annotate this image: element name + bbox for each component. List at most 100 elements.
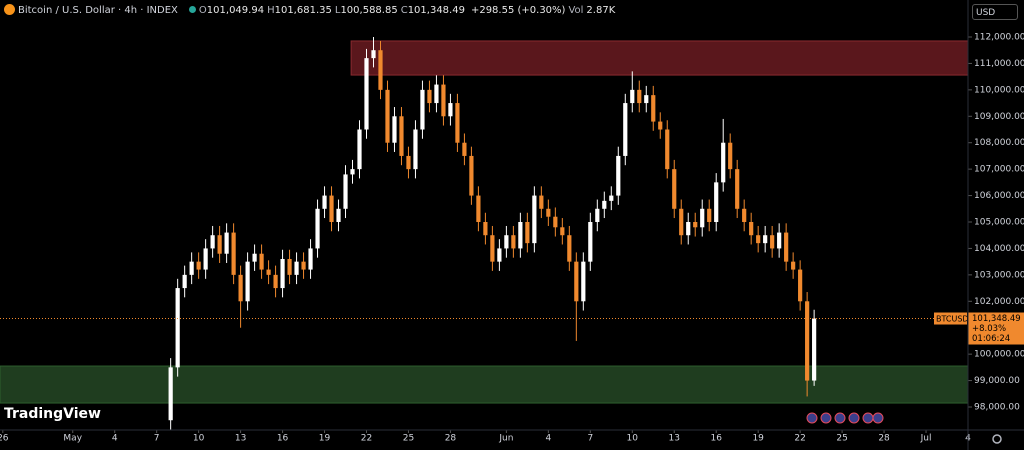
y-tick-label: 104,000.00: [974, 244, 1024, 254]
candle-body: [245, 261, 250, 302]
candle-body: [189, 261, 194, 275]
candle-body: [714, 182, 719, 223]
x-tick-label: 10: [627, 434, 639, 444]
candle-body: [266, 269, 271, 275]
candle-body: [518, 222, 523, 249]
change-label: +8.03%: [972, 324, 1006, 334]
candle-body: [399, 116, 404, 156]
candle-body: [301, 261, 306, 270]
candle-body: [784, 232, 789, 262]
symbol-tag-bg: [934, 312, 967, 325]
y-tick-label: 106,000.00: [974, 191, 1024, 201]
candle-body: [658, 121, 663, 130]
candle-body: [476, 195, 481, 223]
candle-body: [343, 174, 348, 209]
plot-layer: 98,000.0099,000.00100,000.00101,000.0010…: [0, 33, 1024, 444]
x-tick-label: 16: [710, 434, 722, 444]
x-tick-label: Jul: [920, 434, 932, 444]
candle-body: [602, 200, 607, 209]
candle-body: [483, 222, 488, 236]
x-tick-label: 28: [878, 434, 890, 444]
candle-body: [532, 195, 537, 244]
candle-body: [553, 216, 558, 228]
candle-body: [742, 208, 747, 223]
event-icons: [806, 412, 884, 424]
candle-body: [763, 235, 768, 244]
x-tick-label: 16: [277, 434, 289, 444]
ohlc-value: 101,681.35: [274, 5, 332, 16]
price-label-bg: [968, 312, 1024, 345]
event-icon: [848, 412, 860, 424]
candle-body: [721, 142, 726, 183]
ohlc-key: C: [400, 5, 408, 16]
symbol-name: Bitcoin / U.S. Dollar · 4h · INDEX: [18, 5, 178, 16]
symbol-icon: [4, 4, 15, 15]
candle-body: [168, 367, 173, 421]
candle-body: [749, 222, 754, 236]
candle-body: [217, 235, 222, 254]
candle-body: [308, 248, 313, 270]
ohlc-value: 101,049.94: [206, 5, 265, 16]
x-tick-label: 13: [669, 434, 680, 444]
candle-body: [175, 288, 180, 368]
candle-body: [574, 261, 579, 302]
candle-body: [490, 235, 495, 262]
candle-body: [805, 301, 810, 381]
candle-body: [434, 84, 439, 104]
x-tick-label: 13: [235, 434, 246, 444]
candle-body: [385, 89, 390, 143]
candle-body: [693, 222, 698, 228]
y-tick-label: 109,000.00: [974, 112, 1024, 122]
candle-body: [406, 155, 411, 170]
candle-body: [364, 58, 369, 130]
candle-body: [224, 232, 229, 254]
x-tick-label: 19: [752, 434, 764, 444]
settings-icon[interactable]: [992, 434, 1002, 444]
brand-logo: TradingView: [4, 406, 101, 422]
zone: [0, 365, 969, 404]
candle-body: [616, 155, 621, 196]
x-tick-label: 22: [361, 434, 372, 444]
x-tick-label: 7: [154, 434, 160, 444]
candle-body: [294, 261, 299, 275]
countdown: 01:06:24: [972, 334, 1010, 344]
x-tick-label: 22: [794, 434, 805, 444]
candle-body: [357, 129, 362, 170]
candle-body: [420, 89, 425, 130]
ohlc-values: O101,049.94 H101,681.35 L100,588.85 C101,34…: [199, 5, 468, 16]
candle-body: [378, 50, 383, 90]
candle-body: [448, 103, 453, 117]
zone: [350, 40, 969, 76]
x-tick-label: 10: [193, 434, 205, 444]
currency-button[interactable]: USD: [972, 4, 1018, 20]
candle-body: [210, 235, 215, 249]
y-tick-label: 105,000.00: [974, 218, 1024, 228]
candle-body: [525, 222, 530, 244]
candle-body: [686, 222, 691, 236]
x-tick-label: 19: [319, 434, 331, 444]
symbol-tag: BTCUSD: [936, 315, 969, 324]
price-label: 101,348.49: [972, 314, 1021, 324]
candle-body: [504, 235, 509, 249]
y-tick-label: 107,000.00: [974, 165, 1024, 175]
ohlc-key: O: [198, 5, 207, 16]
candle-body: [511, 235, 516, 249]
candle-body: [581, 261, 586, 302]
candle-body: [637, 89, 642, 104]
candle-body: [336, 208, 341, 223]
change: +298.55 (+0.30%): [470, 5, 566, 16]
y-tick-label: 108,000.00: [974, 138, 1024, 148]
candle-body: [588, 222, 593, 262]
event-icon: [834, 412, 846, 424]
legend-header: Bitcoin / U.S. Dollar · 4h · INDEX O101,0…: [4, 4, 618, 16]
candle-body: [497, 248, 502, 262]
candle-body: [441, 84, 446, 117]
candle-body: [623, 103, 628, 156]
x-tick-label: 4: [545, 434, 551, 444]
candle-body: [469, 155, 474, 196]
x-tick-label: 28: [445, 434, 457, 444]
candle-body: [273, 274, 278, 289]
x-tick-label: 26: [0, 434, 9, 444]
